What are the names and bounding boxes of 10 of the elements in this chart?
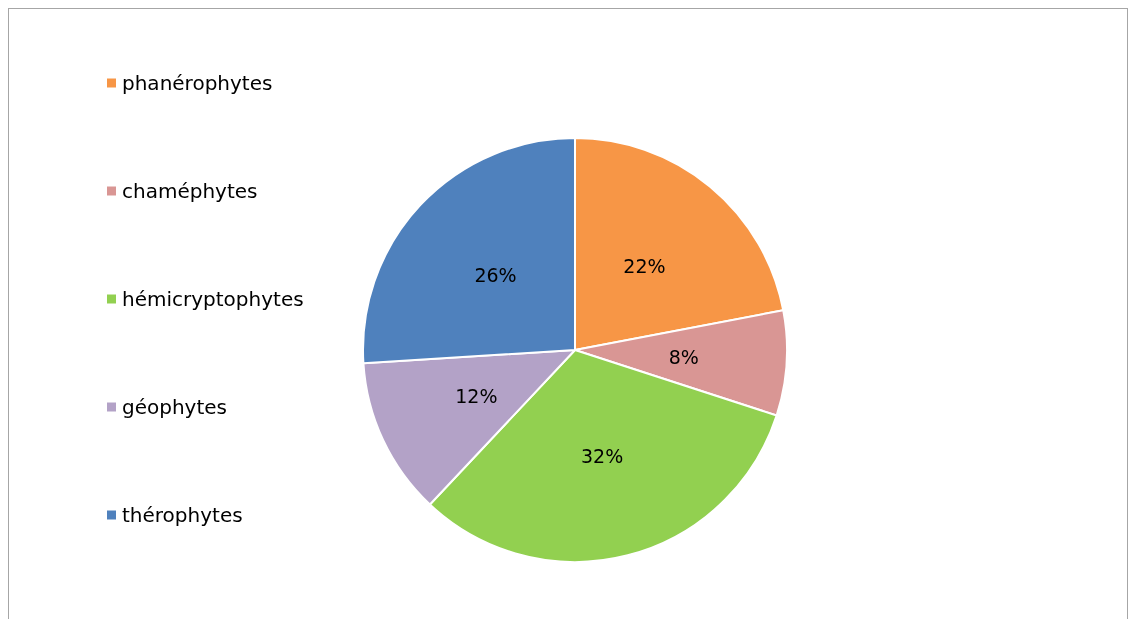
data-label: 22%	[623, 255, 666, 278]
legend-label: géophytes	[122, 395, 228, 419]
data-label: 32%	[580, 444, 624, 467]
legend-label: thérophytes	[122, 503, 243, 527]
legend-label: phanérophytes	[122, 71, 273, 95]
data-label: 12%	[455, 385, 498, 408]
legend-label: chaméphytes	[122, 179, 258, 203]
data-label: 26%	[474, 264, 517, 287]
legend-label: hémicryptophytes	[122, 287, 304, 311]
data-label: 8%	[668, 345, 699, 368]
